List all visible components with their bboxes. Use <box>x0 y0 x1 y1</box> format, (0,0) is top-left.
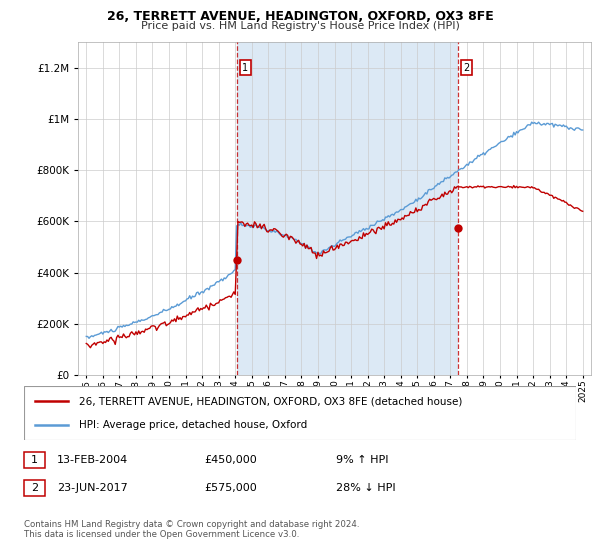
Text: 2: 2 <box>463 63 469 73</box>
Text: 26, TERRETT AVENUE, HEADINGTON, OXFORD, OX3 8FE: 26, TERRETT AVENUE, HEADINGTON, OXFORD, … <box>107 10 493 22</box>
Text: Contains HM Land Registry data © Crown copyright and database right 2024.
This d: Contains HM Land Registry data © Crown c… <box>24 520 359 539</box>
FancyBboxPatch shape <box>24 386 576 440</box>
Text: £575,000: £575,000 <box>204 483 257 493</box>
Text: 2: 2 <box>31 483 38 493</box>
Text: 9% ↑ HPI: 9% ↑ HPI <box>336 455 389 465</box>
Text: Price paid vs. HM Land Registry's House Price Index (HPI): Price paid vs. HM Land Registry's House … <box>140 21 460 31</box>
Text: 1: 1 <box>31 455 38 465</box>
Bar <box>237 42 458 375</box>
Text: 26, TERRETT AVENUE, HEADINGTON, OXFORD, OX3 8FE (detached house): 26, TERRETT AVENUE, HEADINGTON, OXFORD, … <box>79 396 463 407</box>
Text: 23-JUN-2017: 23-JUN-2017 <box>57 483 128 493</box>
Text: £450,000: £450,000 <box>204 455 257 465</box>
Text: 1: 1 <box>242 63 248 73</box>
Text: 13-FEB-2004: 13-FEB-2004 <box>57 455 128 465</box>
Text: HPI: Average price, detached house, Oxford: HPI: Average price, detached house, Oxfo… <box>79 419 307 430</box>
Text: 28% ↓ HPI: 28% ↓ HPI <box>336 483 395 493</box>
